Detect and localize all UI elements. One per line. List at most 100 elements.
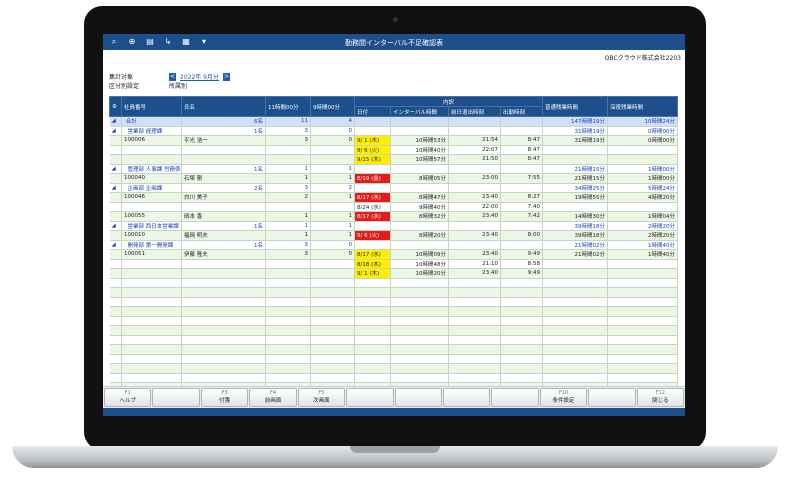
fkey-code (589, 389, 634, 397)
cell-emp-no: 管理部 人事課 労務係 (121, 164, 182, 174)
cell-date: 8/24 (水) (354, 202, 391, 212)
table-row[interactable]: 100051 伊藤 隆夫 3 0 8/17 (水) 10時間09分 23:40 9:49 21時… (109, 249, 679, 260)
empty-cell (109, 287, 122, 298)
table-row[interactable]: ◢ 開発部 第一開発課 1名 3 0 21時間02分 1時間40分 (109, 240, 679, 250)
table-row[interactable]: 8/24 (水) 9時間40分 22:00 7:40 (109, 202, 679, 212)
empty-cell (500, 344, 544, 355)
col-emp-no[interactable]: 社員番号 (121, 96, 182, 117)
fkey-7-button[interactable] (394, 388, 442, 407)
empty-cell (310, 316, 355, 326)
table-row[interactable]: ◢ 企画部 企画課 2名 3 2 34時間25分 5時間24分 (109, 183, 679, 193)
table-row[interactable]: ◢ 管理部 人事課 労務係 1名 1 1 21時間15分 1時間00分 (109, 164, 679, 174)
fkey-8-button[interactable] (442, 388, 491, 407)
cell-11h: 3 (265, 249, 311, 260)
fkey-label (396, 397, 441, 405)
period-link[interactable]: 2022年 9月分 (180, 74, 219, 81)
fkey-4-button[interactable]: F4 前画面 (249, 388, 297, 407)
fkey-5-button[interactable]: F5 次画面 (297, 388, 346, 407)
cell-emp-no: 営業部 西日本営業課 (121, 221, 182, 231)
table-row[interactable]: ◢ 合計 6名 11 4 147時間19分 10時間24分 (109, 116, 679, 127)
export-icon[interactable]: ↳ (164, 37, 172, 46)
table-row[interactable]: 8/18 (木) 10時間48分 21:10 8:58 (109, 259, 679, 269)
cell-overtime: 21時間15分 (542, 173, 609, 184)
cell-date: 9/ 1 (木) (354, 135, 391, 146)
fkey-1-button[interactable]: F1 ヘルプ (104, 388, 152, 407)
cell-emp-no (121, 202, 182, 212)
table-row[interactable]: ◢ 営業部 経理課 1名 3 0 31時間19分 0時間00分 (109, 126, 679, 136)
col-in-time[interactable]: 出勤時刻 (499, 106, 544, 117)
empty-cell (354, 354, 391, 364)
table-row[interactable]: 9/ 6 (火) 10時間40分 22:07 8:47 (109, 145, 679, 155)
col-overtime[interactable]: 普通残業時間 (542, 96, 609, 117)
printer-icon[interactable]: ▤ (146, 37, 154, 46)
cell-in-time: 8:47 (500, 145, 544, 155)
fkey-label: ヘルプ (119, 398, 136, 404)
empty-cell (390, 335, 449, 345)
cell-prev-out (448, 164, 501, 174)
cell-emp-no: 開発部 第一開発課 (121, 240, 182, 250)
status-bar (103, 408, 685, 416)
fkey-11-button[interactable] (588, 388, 636, 407)
col-prev-out[interactable]: 前日退出時刻 (448, 106, 501, 117)
empty-cell (354, 278, 391, 288)
fkey-code: F10 (558, 390, 569, 396)
empty-cell (448, 354, 501, 364)
cell-interval: 8時間32分 (390, 211, 449, 222)
empty-cell (354, 363, 391, 374)
cell-overtime: 39時間18分 (542, 221, 609, 231)
empty-cell (354, 297, 391, 307)
table-row[interactable]: 100006 平光 浩一 3 0 9/ 1 (木) 10時間53分 21:54 8:47 31時… (109, 135, 679, 146)
cell-in-time (500, 240, 544, 250)
col-11h[interactable]: 11時間00分 (265, 96, 311, 117)
fkey-12-button[interactable]: F12 閉じる (636, 388, 685, 407)
table-row[interactable]: 9/ 1 (木) 10時間20分 23:40 9:49 (109, 268, 679, 279)
excel-icon[interactable]: ▦ (182, 37, 190, 46)
cell-9h (310, 259, 355, 269)
cell-prev-out: 23:40 (448, 230, 501, 241)
expand-icon: ◢ (109, 116, 122, 127)
empty-cell (354, 335, 391, 345)
settings-icon[interactable]: ⚙ (109, 96, 122, 117)
zoom-icon[interactable]: ⊕ (128, 37, 136, 46)
fkey-6-button[interactable] (346, 388, 394, 407)
fkey-2-button[interactable] (152, 388, 200, 407)
cell-9h: 0 (310, 249, 355, 260)
cell-in-time (500, 126, 544, 136)
empty-cell (265, 373, 311, 383)
next-period-button[interactable]: > (223, 72, 230, 81)
table-row[interactable]: 100010 福岡 明夫 1 1 9/ 6 (火) 8時間20分 23:40 8:00 39時間… (109, 230, 679, 241)
fkey-code: F3 (221, 390, 228, 396)
empty-cell (109, 363, 122, 374)
headcount: 1名 (254, 223, 263, 230)
cell-overtime: 34時間25分 (542, 183, 609, 193)
table-row[interactable]: 100055 岡本 香 1 1 8/17 (水) 8時間32分 23:40 7:42 14時間3… (109, 211, 679, 222)
empty-cell (448, 287, 501, 298)
col-late[interactable]: 深夜残業時間 (607, 96, 679, 117)
prev-period-button[interactable]: < (169, 72, 176, 81)
fkey-3-button[interactable]: F3 付箋 (200, 388, 249, 407)
table-row[interactable]: ◢ 営業部 西日本営業課 1名 1 1 39時間18分 2時間20分 (109, 221, 679, 231)
empty-cell (310, 344, 355, 355)
fkey-label (492, 397, 537, 405)
col-interval[interactable]: インターバル時間 (390, 106, 449, 117)
search-plus-icon[interactable]: ⌕ (111, 37, 117, 46)
headcount: 6名 (254, 119, 263, 126)
col-date[interactable]: 日付 (354, 106, 391, 117)
fkey-code (396, 389, 441, 397)
cell-emp-no (121, 145, 182, 155)
fkey-9-button[interactable] (491, 388, 539, 407)
table-row[interactable]: 9/15 (木) 10時間57分 21:50 8:47 (109, 154, 679, 165)
cell-overtime: 14時間30分 (542, 211, 609, 222)
col-9h[interactable]: 9時間00分 (310, 96, 355, 117)
fkey-10-button[interactable]: F10 条件設定 (539, 388, 588, 407)
table-row[interactable]: 100040 石塚 剛 1 1 8/19 (金) 8時間05分 23:00 7:55 21時間1… (109, 173, 679, 184)
cell-11h: 1 (265, 211, 311, 222)
table-row[interactable]: 100046 白川 美子 2 1 8/17 (水) 8時間47分 23:40 8:27 19時間… (109, 192, 679, 203)
col-name[interactable]: 氏名 (181, 96, 266, 117)
cell-name: 伊藤 隆夫 (181, 249, 266, 260)
cell-in-time: 9:49 (500, 268, 544, 279)
chevron-down-icon[interactable]: ▾ (201, 37, 206, 46)
cell-overtime: 21時間02分 (542, 249, 609, 260)
fkey-code: F1 (124, 390, 131, 396)
cell-in-time: 8:00 (500, 230, 544, 241)
